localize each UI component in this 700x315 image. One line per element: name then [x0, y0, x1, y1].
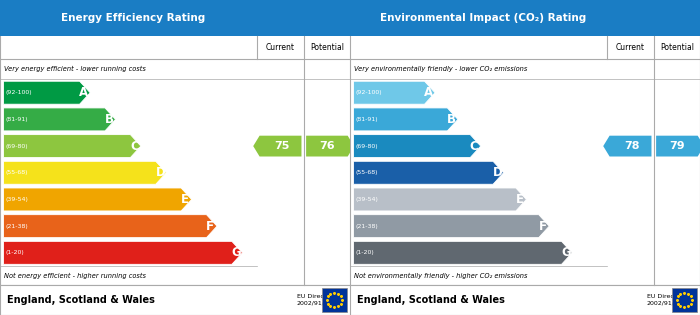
Text: (39-54): (39-54)	[355, 197, 378, 202]
Text: A: A	[424, 86, 433, 99]
Polygon shape	[4, 81, 90, 104]
Text: G: G	[561, 246, 571, 259]
Text: (92-100): (92-100)	[6, 90, 32, 95]
Text: 76: 76	[319, 141, 335, 151]
Text: (81-91): (81-91)	[355, 117, 378, 122]
Text: England, Scotland & Wales: England, Scotland & Wales	[357, 295, 505, 305]
Text: Very energy efficient - lower running costs: Very energy efficient - lower running co…	[4, 66, 146, 72]
Text: Not environmentally friendly - higher CO₂ emissions: Not environmentally friendly - higher CO…	[354, 272, 527, 279]
Polygon shape	[4, 108, 116, 131]
Text: England, Scotland & Wales: England, Scotland & Wales	[7, 295, 155, 305]
Text: (21-38): (21-38)	[355, 224, 378, 229]
Polygon shape	[4, 241, 242, 264]
Polygon shape	[4, 135, 141, 158]
Text: 79: 79	[669, 141, 685, 151]
Text: E: E	[181, 193, 189, 206]
Text: Current: Current	[616, 43, 645, 52]
Polygon shape	[4, 215, 217, 238]
Text: (1-20): (1-20)	[6, 250, 24, 255]
Polygon shape	[656, 136, 700, 157]
Text: (69-80): (69-80)	[6, 144, 28, 149]
Text: Not energy efficient - higher running costs: Not energy efficient - higher running co…	[4, 272, 146, 279]
Text: (39-54): (39-54)	[6, 197, 28, 202]
Text: Potential: Potential	[660, 43, 694, 52]
Text: (21-38): (21-38)	[6, 224, 28, 229]
Text: Very environmentally friendly - lower CO₂ emissions: Very environmentally friendly - lower CO…	[354, 66, 527, 72]
Polygon shape	[306, 136, 354, 157]
Polygon shape	[4, 188, 192, 211]
Bar	[350, 285, 700, 315]
Polygon shape	[354, 241, 572, 264]
Polygon shape	[354, 135, 481, 158]
Text: (81-91): (81-91)	[6, 117, 28, 122]
Text: G: G	[232, 246, 242, 259]
Bar	[0, 0, 350, 36]
Text: F: F	[206, 220, 214, 233]
Polygon shape	[253, 136, 302, 157]
Polygon shape	[4, 161, 167, 184]
Polygon shape	[354, 188, 526, 211]
Text: D: D	[155, 166, 165, 179]
Bar	[350, 0, 700, 36]
Text: C: C	[470, 140, 479, 152]
Bar	[321, 288, 346, 312]
Text: F: F	[538, 220, 547, 233]
Text: EU Directive
2002/91/EC: EU Directive 2002/91/EC	[647, 294, 685, 306]
Polygon shape	[354, 108, 458, 131]
Text: E: E	[515, 193, 524, 206]
Text: 78: 78	[624, 141, 640, 151]
Text: (55-68): (55-68)	[355, 170, 378, 175]
Text: Energy Efficiency Rating: Energy Efficiency Rating	[61, 13, 205, 23]
Polygon shape	[354, 161, 503, 184]
Bar	[672, 288, 696, 312]
Polygon shape	[603, 136, 652, 157]
Text: C: C	[130, 140, 139, 152]
Text: (69-80): (69-80)	[355, 144, 378, 149]
Text: B: B	[105, 113, 113, 126]
Text: Environmental Impact (CO₂) Rating: Environmental Impact (CO₂) Rating	[380, 13, 586, 23]
Polygon shape	[354, 81, 435, 104]
Text: 75: 75	[274, 141, 290, 151]
Text: Current: Current	[266, 43, 295, 52]
Text: (1-20): (1-20)	[355, 250, 374, 255]
Text: A: A	[79, 86, 88, 99]
Text: B: B	[447, 113, 456, 126]
Text: (55-68): (55-68)	[6, 170, 28, 175]
Polygon shape	[354, 215, 550, 238]
Text: Potential: Potential	[310, 43, 344, 52]
Bar	[0, 285, 350, 315]
Text: (92-100): (92-100)	[355, 90, 382, 95]
Text: D: D	[493, 166, 503, 179]
Text: EU Directive
2002/91/EC: EU Directive 2002/91/EC	[297, 294, 335, 306]
